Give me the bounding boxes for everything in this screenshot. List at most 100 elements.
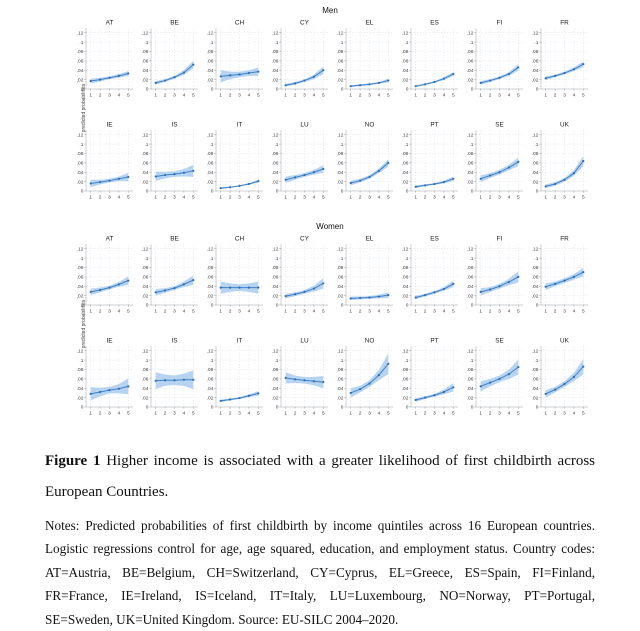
svg-text:2: 2 [554,308,557,314]
svg-text:.02: .02 [402,395,409,401]
svg-text:.04: .04 [467,284,474,290]
svg-text:4: 4 [508,410,511,416]
svg-text:0: 0 [471,303,474,309]
svg-text:.02: .02 [467,395,474,401]
svg-text:.06: .06 [272,59,279,65]
figure-title-text: Higher income is associated with a great… [45,453,595,500]
svg-text:2: 2 [424,92,427,98]
svg-text:.1: .1 [339,256,343,262]
svg-text:IE: IE [106,338,112,345]
svg-text:5: 5 [517,194,520,200]
svg-text:.08: .08 [272,367,279,373]
svg-text:.02: .02 [272,293,279,299]
svg-text:.06: .06 [207,377,214,383]
svg-text:2: 2 [489,92,492,98]
svg-text:.02: .02 [142,395,149,401]
svg-text:.06: .06 [272,275,279,281]
svg-text:2: 2 [294,194,297,200]
svg-text:3: 3 [108,410,111,416]
svg-text:3: 3 [433,308,436,314]
svg-text:.06: .06 [207,59,214,65]
svg-text:.06: .06 [402,275,409,281]
svg-text:.12: .12 [207,348,214,354]
svg-text:1: 1 [349,92,352,98]
svg-text:3: 3 [498,194,501,200]
panel-title-women: Women [70,222,590,232]
svg-text:2: 2 [229,194,232,200]
svg-text:4: 4 [118,194,121,200]
svg-text:.08: .08 [402,49,409,55]
svg-text:.04: .04 [142,284,149,290]
svg-text:5: 5 [322,92,325,98]
svg-text:.06: .06 [77,377,84,383]
svg-text:.12: .12 [532,348,539,354]
svg-text:5: 5 [582,410,585,416]
svg-text:.06: .06 [467,59,474,65]
svg-text:1: 1 [349,410,352,416]
svg-text:.12: .12 [402,348,409,354]
svg-text:.1: .1 [79,256,83,262]
svg-text:1: 1 [89,308,92,314]
svg-text:.08: .08 [207,49,214,55]
svg-text:2: 2 [164,194,167,200]
svg-text:.12: .12 [337,132,344,138]
svg-text:.08: .08 [337,151,344,157]
svg-text:5: 5 [127,308,130,314]
svg-text:.12: .12 [402,132,409,138]
svg-text:AT: AT [106,20,114,27]
svg-text:3: 3 [563,194,566,200]
svg-text:4: 4 [573,92,576,98]
svg-text:.02: .02 [207,293,214,299]
y-axis-label-men: predicted probabilities [81,58,87,158]
svg-text:4: 4 [248,92,251,98]
svg-text:4: 4 [508,92,511,98]
svg-text:.12: .12 [467,246,474,252]
svg-text:.08: .08 [402,151,409,157]
svg-text:4: 4 [443,308,446,314]
svg-text:.1: .1 [209,358,213,364]
svg-text:0: 0 [536,405,539,411]
svg-text:5: 5 [192,410,195,416]
svg-text:.12: .12 [532,132,539,138]
svg-text:.1: .1 [339,142,343,148]
panel-women: Women predicted probabilities 0.02.04.06… [50,222,590,420]
svg-text:4: 4 [183,410,186,416]
svg-text:0: 0 [406,405,409,411]
svg-text:.04: .04 [207,68,214,74]
svg-text:.1: .1 [469,256,473,262]
svg-text:0: 0 [276,405,279,411]
svg-text:3: 3 [108,194,111,200]
svg-text:.1: .1 [79,40,83,46]
svg-text:4: 4 [248,194,251,200]
svg-text:.08: .08 [207,151,214,157]
svg-text:.1: .1 [209,142,213,148]
svg-text:0: 0 [276,87,279,93]
svg-text:.08: .08 [532,265,539,271]
svg-text:4: 4 [313,308,316,314]
svg-text:.06: .06 [532,161,539,167]
svg-text:5: 5 [257,194,260,200]
svg-text:.1: .1 [404,256,408,262]
svg-text:5: 5 [127,410,130,416]
svg-text:0: 0 [341,87,344,93]
svg-text:3: 3 [368,410,371,416]
svg-text:4: 4 [378,194,381,200]
svg-text:3: 3 [173,92,176,98]
svg-text:IE: IE [106,122,112,129]
svg-text:.1: .1 [534,256,538,262]
svg-text:1: 1 [284,92,287,98]
svg-text:1: 1 [414,92,417,98]
svg-text:0: 0 [406,87,409,93]
